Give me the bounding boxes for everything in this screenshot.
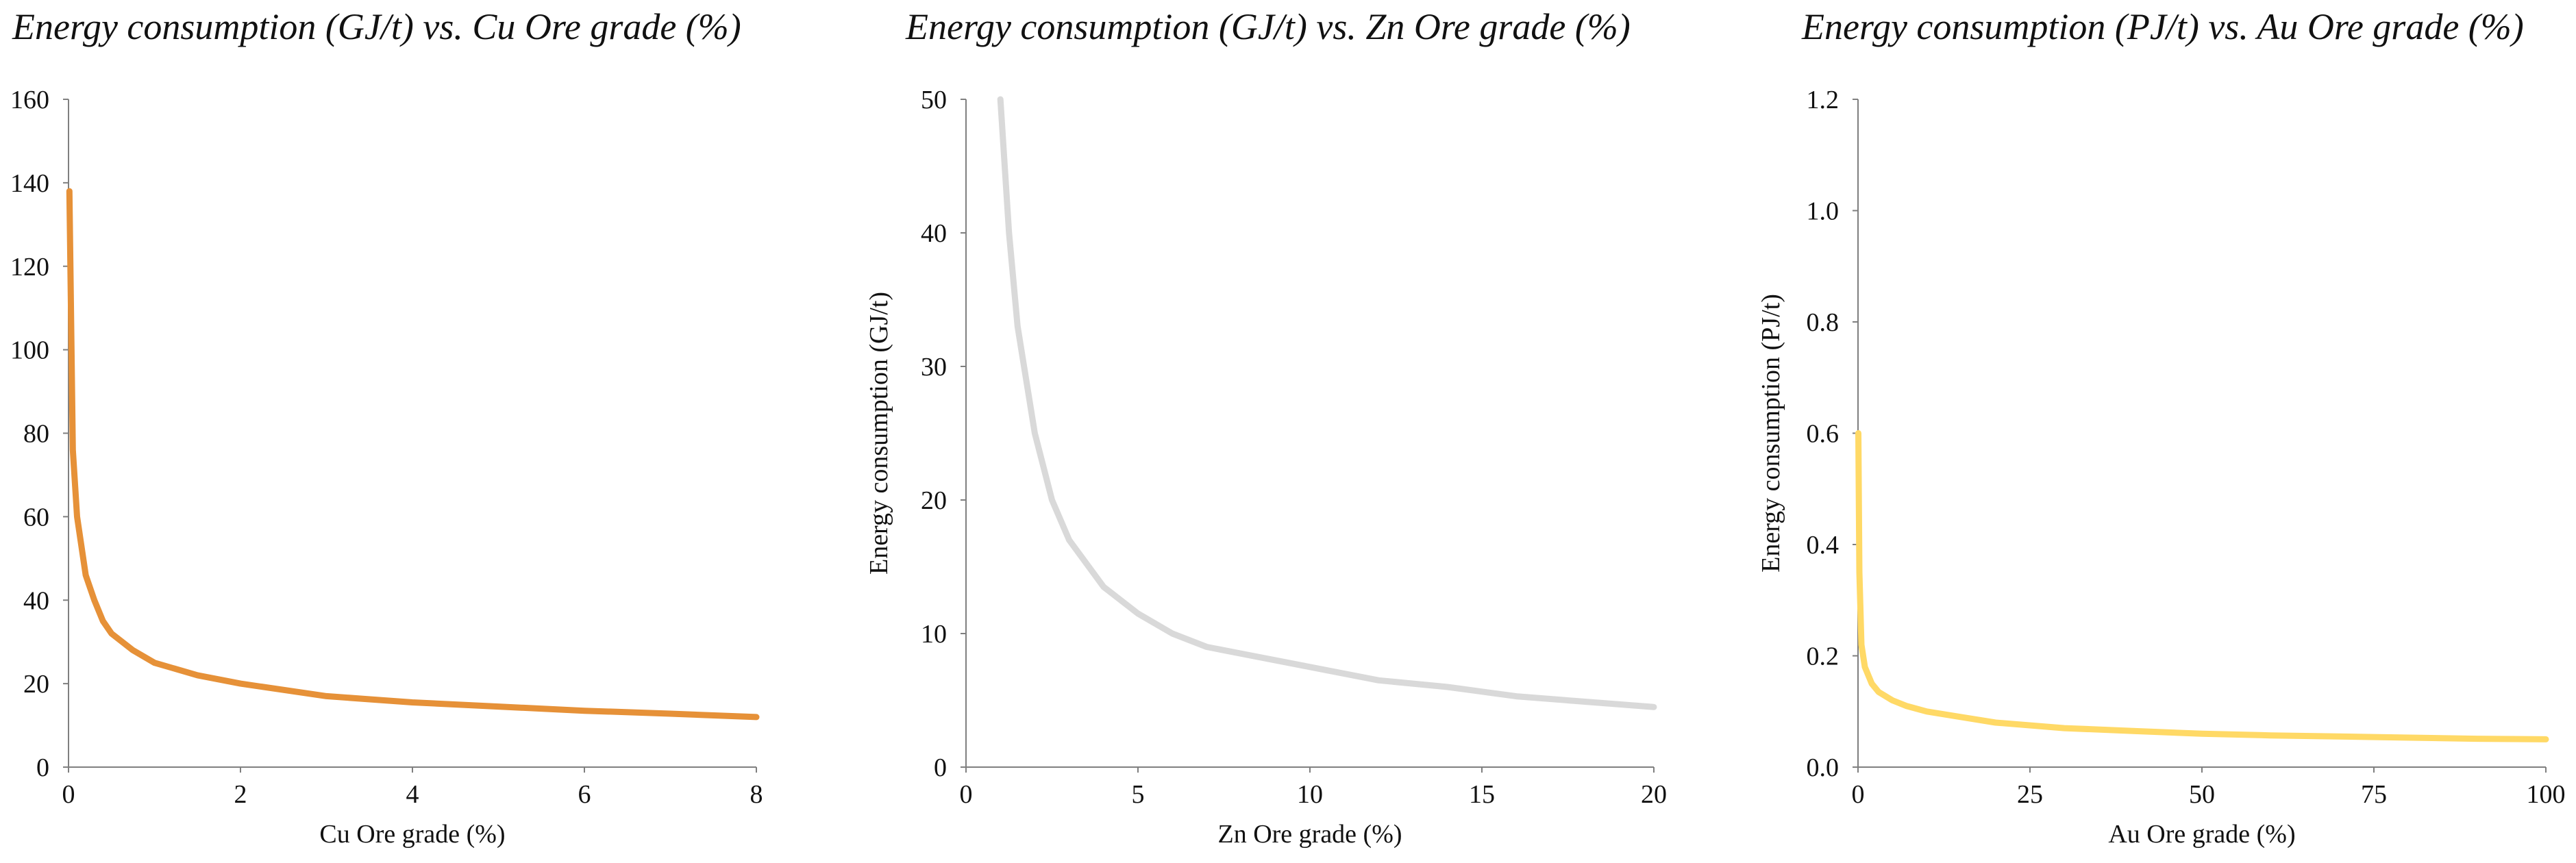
y-tick-label: 0.6 <box>1807 420 1840 449</box>
y-tick-label: 120 <box>10 253 49 282</box>
chart-panel-au: Energy consumption (PJ/t) vs. Au Ore gra… <box>1726 0 2576 863</box>
x-tick-label: 6 <box>578 780 591 809</box>
y-tick-label: 100 <box>10 336 49 365</box>
y-tick-label: 50 <box>921 86 947 114</box>
y-tick-label: 0 <box>934 753 947 782</box>
x-axis-title: Zn Ore grade (%) <box>1217 820 1402 849</box>
chart-plot-au: 0.0 0.2 0.4 0.6 0.8 1.0 1.2 0 25 50 75 100 Au Ore gr… <box>1757 86 2566 849</box>
y-tick-label: 40 <box>23 586 49 615</box>
x-tick-label: 2 <box>234 780 247 809</box>
chart-plot-zn: 0 10 20 30 40 50 0 5 10 15 20 Zn Ore grade (%) Energ… <box>865 86 1667 849</box>
y-tick-label: 60 <box>23 503 49 531</box>
y-tick-label: 0.8 <box>1807 308 1840 337</box>
x-tick-label: 4 <box>406 780 419 809</box>
series-line-cu <box>66 188 760 721</box>
x-tick-label: 20 <box>1641 780 1667 809</box>
chart-title: Energy consumption (GJ/t) vs. Cu Ore gra… <box>12 6 741 47</box>
y-tick-label: 80 <box>23 420 49 449</box>
y-tick-label: 10 <box>921 620 947 649</box>
x-axis-title: Au Ore grade (%) <box>2108 820 2295 849</box>
y-axis-title: Energy consumption (GJ/t) <box>865 292 893 575</box>
x-tick-label: 15 <box>1469 780 1495 809</box>
x-axis-title: Cu Ore grade (%) <box>319 820 505 849</box>
x-tick-label: 8 <box>750 780 763 809</box>
y-tick-label: 140 <box>10 169 49 198</box>
y-tick-label: 40 <box>921 219 947 248</box>
x-tick-label: 0 <box>62 780 75 809</box>
chart-title: Energy consumption (PJ/t) vs. Au Ore gra… <box>1802 6 2524 47</box>
chart-plot-cu: 0 20 40 60 80 100 120 140 160 0 2 4 6 8 Cu Ore grade (… <box>10 86 763 849</box>
y-tick-label: 0.2 <box>1807 642 1840 671</box>
x-tick-label: 25 <box>2017 780 2043 809</box>
y-tick-label: 0.0 <box>1807 753 1840 782</box>
y-axis-title: Energy consumption (PJ/t) <box>1757 294 1785 573</box>
x-tick-label: 75 <box>2361 780 2387 809</box>
x-tick-label: 50 <box>2189 780 2215 809</box>
y-tick-label: 0.4 <box>1807 531 1840 560</box>
x-tick-label: 100 <box>2527 780 2566 809</box>
y-tick-label: 1.0 <box>1807 197 1840 226</box>
chart-panel-zn: Energy consumption (GJ/t) vs. Zn Ore gra… <box>843 0 1685 863</box>
y-tick-label: 20 <box>921 486 947 515</box>
y-tick-label: 0 <box>36 753 49 782</box>
x-tick-label: 10 <box>1297 780 1323 809</box>
series-line-au <box>1855 430 2549 742</box>
y-tick-label: 1.2 <box>1807 86 1840 114</box>
series-line-zn <box>997 96 1657 710</box>
x-tick-label: 0 <box>1852 780 1865 809</box>
x-tick-label: 0 <box>960 780 973 809</box>
y-tick-label: 30 <box>921 353 947 382</box>
y-tick-label: 20 <box>23 670 49 699</box>
x-tick-label: 5 <box>1132 780 1145 809</box>
y-tick-label: 160 <box>10 86 49 114</box>
chart-title: Energy consumption (GJ/t) vs. Zn Ore gra… <box>906 6 1631 47</box>
chart-panel-cu: Energy consumption (GJ/t) vs. Cu Ore gra… <box>0 0 822 863</box>
